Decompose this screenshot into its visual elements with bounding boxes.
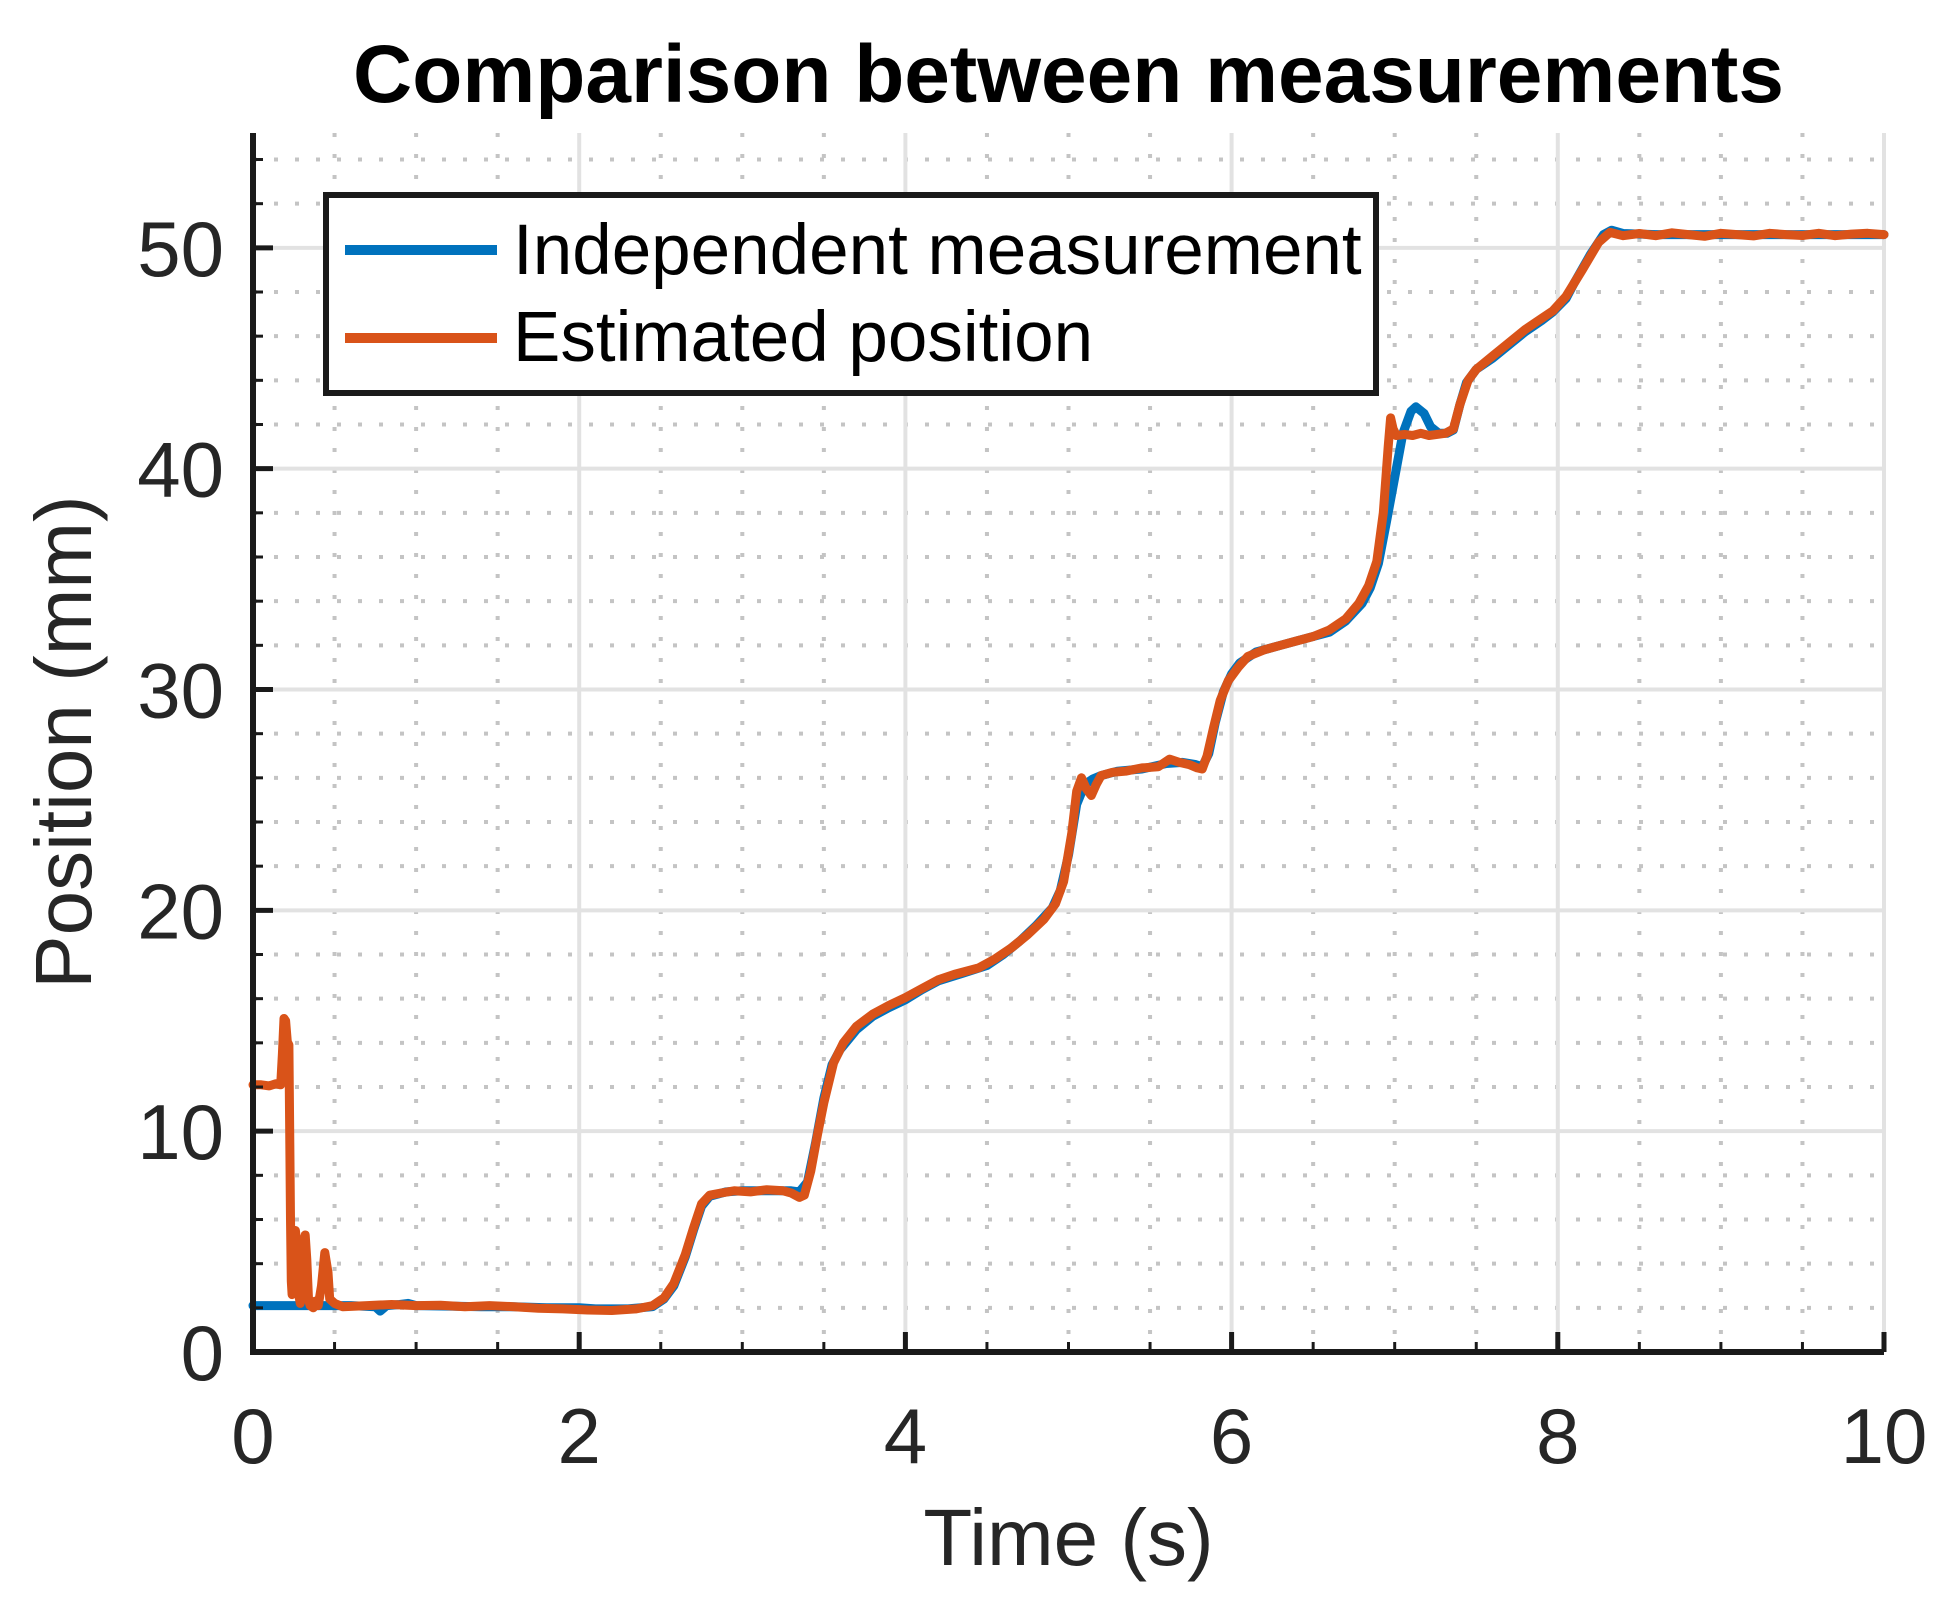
legend: Independent measurement Estimated positi…	[323, 192, 1379, 396]
legend-item: Independent measurement	[345, 215, 1373, 286]
x-axis-label: Time (s)	[923, 1493, 1214, 1582]
legend-line-sample-blue	[345, 245, 497, 256]
y-tick-label: 30	[137, 647, 224, 735]
y-tick-label: 20	[137, 867, 224, 955]
y-tick-label: 50	[137, 205, 224, 293]
chart-title: Comparison between measurements	[353, 29, 1784, 120]
legend-item: Estimated position	[345, 302, 1373, 373]
x-tick-label: 2	[558, 1392, 601, 1480]
legend-line-sample-orange	[345, 332, 497, 343]
x-tick-label: 4	[884, 1392, 927, 1480]
x-tick-label: 10	[1841, 1392, 1928, 1480]
legend-label: Estimated position	[513, 298, 1094, 378]
legend-label: Independent measurement	[513, 210, 1362, 290]
y-axis-label: Position (mm)	[19, 495, 108, 989]
x-tick-label: 8	[1536, 1392, 1579, 1480]
series-line-estimated-position	[248, 227, 1889, 1315]
y-tick-label: 10	[137, 1088, 224, 1176]
y-tick-label: 0	[181, 1309, 224, 1397]
y-tick-label: 40	[137, 426, 224, 514]
x-tick-label: 0	[231, 1392, 274, 1480]
x-tick-label: 6	[1210, 1392, 1253, 1480]
